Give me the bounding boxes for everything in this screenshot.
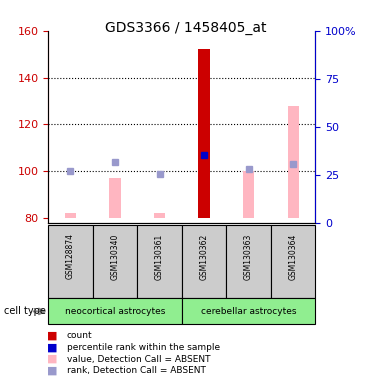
Text: GSM130363: GSM130363 [244, 233, 253, 280]
Text: ■: ■ [47, 343, 57, 353]
Bar [226, 225, 271, 298]
Text: percentile rank within the sample: percentile rank within the sample [67, 343, 220, 352]
Text: GSM130340: GSM130340 [111, 233, 119, 280]
Text: neocortical astrocytes: neocortical astrocytes [65, 307, 165, 316]
Bar [182, 225, 226, 298]
Text: cerebellar astrocytes: cerebellar astrocytes [201, 307, 296, 316]
Text: GSM130361: GSM130361 [155, 233, 164, 280]
Bar [109, 178, 121, 218]
Text: GDS3366 / 1458405_at: GDS3366 / 1458405_at [105, 21, 266, 35]
Bar [137, 225, 182, 298]
Text: cell type: cell type [4, 306, 46, 316]
Text: value, Detection Call = ABSENT: value, Detection Call = ABSENT [67, 354, 210, 364]
Bar [48, 225, 93, 298]
Text: GSM130362: GSM130362 [200, 233, 209, 280]
Bar [65, 214, 76, 218]
Text: ■: ■ [47, 366, 57, 376]
Text: count: count [67, 331, 92, 341]
Bar [154, 214, 165, 218]
Bar [288, 106, 299, 218]
Text: ■: ■ [47, 331, 57, 341]
Bar [271, 225, 315, 298]
Bar [48, 298, 182, 324]
Bar [243, 171, 254, 218]
Bar [198, 50, 210, 218]
Text: rank, Detection Call = ABSENT: rank, Detection Call = ABSENT [67, 366, 206, 375]
Bar [182, 298, 315, 324]
Bar [93, 225, 137, 298]
Text: ■: ■ [47, 354, 57, 364]
Text: GSM130364: GSM130364 [289, 233, 298, 280]
Text: GSM128874: GSM128874 [66, 233, 75, 280]
